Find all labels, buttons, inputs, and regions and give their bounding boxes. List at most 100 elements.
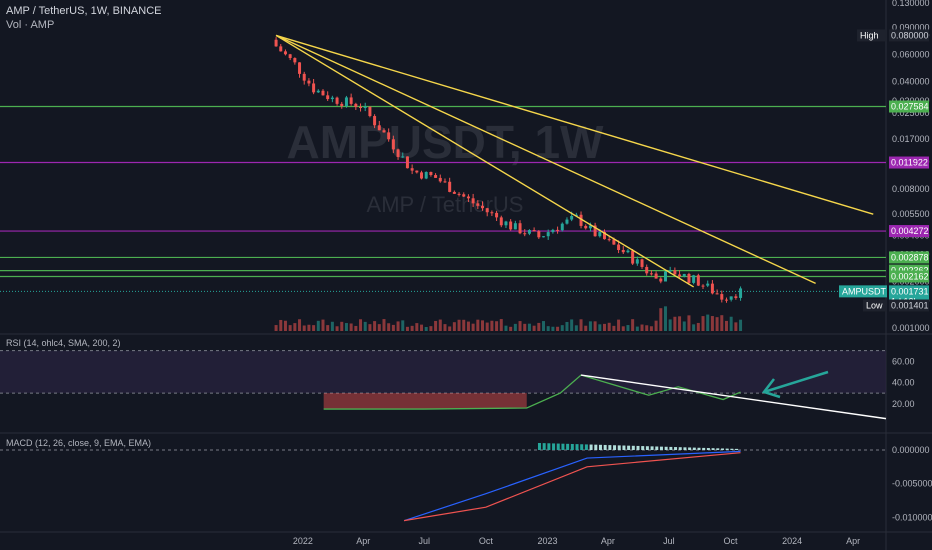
volume-bar [420,324,424,331]
price-tick-label: 0.001000 [892,323,930,333]
candle-body [579,214,583,226]
macd-histogram-bar [716,448,720,450]
time-tick-label: Jul [663,536,675,546]
candle-body [542,236,546,238]
macd-histogram-bar [730,448,734,450]
candle-body [359,106,363,109]
macd-tick-label: 0.000000 [892,445,930,455]
volume-bar [363,321,367,331]
candle-body [377,125,381,131]
price-tag-label: Low [866,300,883,310]
candle-body [621,250,625,253]
candle-body [532,230,536,232]
macd-histogram-bar [608,445,612,450]
volume-bar [354,325,358,331]
volume-bar [368,324,372,331]
volume-bar [645,325,649,331]
candle-body [283,51,287,55]
rsi-oversold-fill [323,393,527,410]
volume-bar [701,316,705,331]
volume-bar [344,323,348,331]
candle-body [692,275,696,283]
candle-body [434,175,438,178]
candle-body [729,296,733,300]
macd-tick-label: -0.005000 [892,479,932,489]
candle-body [490,212,494,214]
macd-histogram-bar [664,446,668,450]
volume-bar [405,326,409,331]
macd-histogram-bar [627,445,631,450]
volume-bar [706,314,710,331]
candle-body [363,106,367,109]
candle-body [668,270,672,272]
signal-line [403,452,741,522]
candle-body [631,250,635,264]
candle-body [734,296,738,298]
watermark-sub: AMP / TetherUS [367,192,524,217]
candle-body [673,270,677,275]
macd-histogram-bar [659,446,663,450]
macd-histogram-bar [669,446,673,450]
candle-body [556,229,560,231]
price-tag-value: 0.002878 [891,252,929,262]
macd-histogram-bar [655,446,659,450]
rsi-label: RSI (14, ohlc4, SMA, 200, 2) [6,338,121,348]
macd-histogram-bar [688,447,692,450]
price-tag-label-box [839,285,887,298]
candle-body [321,90,325,96]
candle-body [274,39,278,47]
candle-body [330,97,334,100]
volume-bar [396,321,400,331]
candle-body [391,139,395,150]
volume-bar [326,325,330,331]
time-tick-label: Oct [723,536,738,546]
volume-bar [471,323,475,331]
candle-body [429,171,433,176]
volume-bar [635,326,639,331]
volume-bar [293,323,297,331]
macd-histogram-bar [561,443,565,450]
symbol-header: AMP / TetherUS, 1W, BINANCE [6,5,162,17]
macd-label: MACD (12, 26, close, 9, EMA, EMA) [6,438,151,448]
candle-body [645,266,649,274]
macd-line [403,450,741,522]
volume-bar [715,317,719,331]
volume-bar [283,320,287,331]
macd-histogram-bar [570,443,574,450]
candle-body [640,259,644,267]
volume-bar [621,326,625,331]
price-tag-value: 0.027584 [891,102,929,112]
candle-body [504,221,508,226]
volume-bar [401,320,405,331]
volume-bar [490,320,494,331]
time-tick-label: 2024 [782,536,802,546]
volume-bar [682,321,686,331]
volume-bar [457,319,461,331]
price-tick-label: 0.005500 [892,209,930,219]
candle-body [499,217,503,226]
volume-bar [509,326,513,331]
volume-bar [537,322,541,331]
candle-body [546,232,550,237]
macd-tick-label: -0.010000 [892,512,932,522]
macd-histogram-bar [692,447,696,450]
candle-body [293,58,297,63]
trendline [275,34,816,285]
volume-bar [565,321,569,331]
price-tag-value: 0.002162 [891,272,929,282]
macd-histogram-bar [650,446,654,450]
rsi-band [0,350,886,394]
macd-histogram-bar [720,448,724,450]
volume-bar [462,319,466,331]
macd-histogram-bar [725,448,729,450]
macd-histogram-bar [584,444,588,450]
macd-histogram-bar [631,445,635,450]
volume-bar [518,321,522,331]
volume-bar [312,325,316,331]
price-tick-label: 0.130000 [892,0,930,8]
volume-bar [696,322,700,331]
candle-body [574,214,578,216]
candle-body [509,221,513,230]
macd-histogram-bar [645,446,649,450]
